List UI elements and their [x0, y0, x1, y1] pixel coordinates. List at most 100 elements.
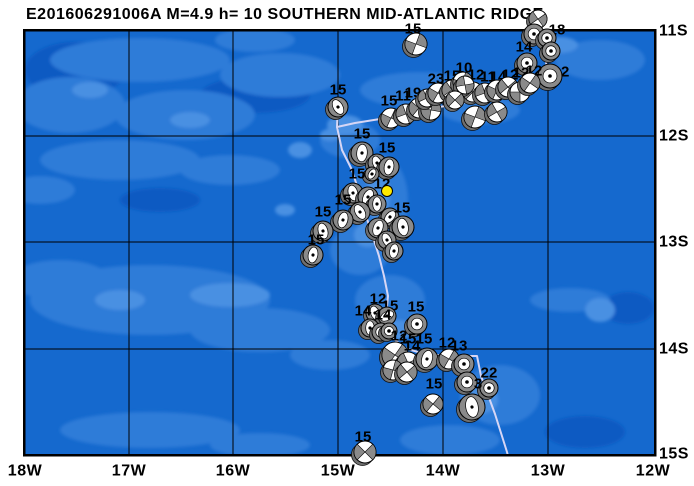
- focal-mechanism-beachball: [310, 220, 334, 244]
- bathymetry-patch: [24, 176, 75, 204]
- depth-label: 12: [502, 67, 519, 84]
- beachball-shadow: [517, 75, 538, 96]
- focal-mechanism-beachball: [406, 97, 430, 121]
- focal-mechanism-beachball: [300, 244, 324, 268]
- bathymetry-patch: [170, 112, 210, 128]
- beachball-shadow: [420, 396, 441, 417]
- beachball-shadow: [363, 306, 382, 325]
- focal-mechanism-beachball: [460, 81, 484, 105]
- bathymetry-patch: [40, 140, 200, 180]
- bathymetry-patch: [60, 412, 240, 448]
- bathymetry-patch: [383, 320, 413, 340]
- beachball-shadow: [393, 106, 414, 127]
- bathymetry-patch: [24, 260, 110, 300]
- beachball-shadow: [389, 218, 412, 241]
- bathymetry-patch: [180, 155, 280, 185]
- beachball-shadow: [378, 210, 397, 229]
- lon-tick-label: 17W: [112, 463, 147, 480]
- beachball-shadow: [340, 185, 361, 206]
- bathymetry-patch: [190, 308, 330, 352]
- focal-mechanism-beachball: [379, 341, 409, 371]
- bathymetry-patch: [25, 42, 125, 98]
- focal-mechanism-beachball: [365, 153, 387, 175]
- focal-mechanism-beachball: [472, 82, 496, 106]
- beachball-shadow: [347, 204, 368, 225]
- depth-label: 15: [408, 299, 425, 316]
- bathymetry-patch: [462, 386, 498, 414]
- bathymetry-patch: [220, 53, 340, 97]
- bathymetry-patch: [330, 225, 390, 275]
- beachball-shadow: [507, 84, 528, 105]
- focal-mechanism-beachball: [358, 318, 380, 340]
- beachball-shadow: [514, 55, 535, 76]
- lat-tick-label: 15S: [659, 446, 689, 463]
- focal-mechanism-beachball: [495, 76, 519, 100]
- depth-label: 15: [382, 298, 399, 315]
- beachball-shadow: [358, 321, 377, 340]
- beachball-shadow: [495, 79, 516, 100]
- lat-tick-label: 14S: [659, 341, 689, 358]
- focal-mechanism-beachball: [378, 107, 402, 131]
- bathymetry-patch: [530, 288, 610, 312]
- focal-mechanism-beachball: [375, 230, 397, 252]
- beachball-shadow: [394, 364, 415, 385]
- beachball-shadow: [404, 316, 425, 337]
- beachball-shadow: [521, 26, 542, 47]
- focal-mechanism-beachball: [535, 28, 557, 50]
- focal-mechanism-beachball: [382, 241, 404, 263]
- focal-mechanism-beachball: [376, 156, 400, 180]
- bathymetry-patch: [360, 72, 480, 108]
- focal-mechanism-beachball: [517, 72, 541, 96]
- depth-label: 12: [391, 328, 408, 345]
- focal-mechanism-beachball: [484, 101, 508, 125]
- beachball-shadow: [477, 381, 496, 400]
- bathymetry-patch: [200, 77, 310, 113]
- beachball-shadow: [382, 244, 401, 263]
- depth-label: 23: [428, 71, 445, 88]
- focal-mechanism-beachball: [420, 393, 444, 417]
- beachball-shadow: [425, 85, 446, 106]
- bathymetry-patch: [354, 223, 382, 247]
- focal-mechanism-beachball: [380, 359, 404, 383]
- bathymetry-patch: [585, 298, 615, 322]
- focal-mechanism-beachball: [348, 141, 374, 167]
- focal-mechanism-beachball: [378, 322, 398, 342]
- beachball-shadow: [380, 362, 401, 383]
- focal-mechanism-beachball: [451, 353, 475, 377]
- beachball-shadow: [325, 99, 346, 120]
- depth-label: 13: [451, 338, 468, 355]
- focal-mechanism-beachball: [378, 207, 400, 229]
- bathymetry-patch: [95, 290, 145, 310]
- bathymetry-patch: [366, 170, 390, 220]
- lat-tick-label: 13S: [659, 234, 689, 251]
- beachball-shadow: [535, 31, 554, 50]
- beachball-shadow: [376, 159, 397, 180]
- beachball-shadow: [365, 156, 384, 175]
- focal-mechanism-beachball: [425, 82, 449, 106]
- beachball-shadow: [379, 344, 406, 371]
- bathymetry-patch: [327, 115, 363, 135]
- focal-mechanism-beachball: [450, 71, 474, 95]
- bathymetry-patch: [320, 122, 380, 158]
- bathymetry-patch: [288, 142, 312, 158]
- focal-mechanism-beachball: [325, 96, 349, 120]
- beachball-shadow: [300, 247, 321, 268]
- depth-label: 14: [490, 69, 507, 86]
- map-title: E201606291006A M=4.9 h= 10 SOUTHERN MID-…: [26, 6, 544, 23]
- beachball-shadow: [362, 169, 377, 184]
- beachball-shadow: [310, 223, 331, 244]
- beachball-shadow: [535, 66, 560, 91]
- focal-mechanism-beachball: [351, 440, 377, 466]
- depth-label: 12: [439, 335, 456, 352]
- bathymetry-patch: [400, 425, 500, 455]
- focal-mechanism-beachball: [484, 79, 508, 103]
- focal-mechanism-beachball: [418, 99, 442, 123]
- depth-label: 12: [513, 65, 530, 82]
- focal-mechanism-beachball: [507, 81, 531, 105]
- bathymetry-patch: [72, 82, 108, 98]
- depth-label: 12: [553, 64, 570, 81]
- beachball-shadow: [460, 84, 481, 105]
- beachball-shadow: [365, 220, 386, 241]
